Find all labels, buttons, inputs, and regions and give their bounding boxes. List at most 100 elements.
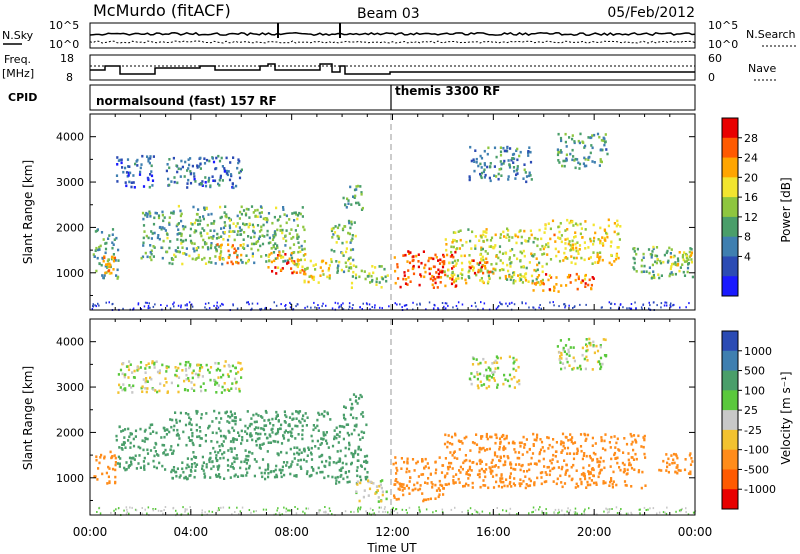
nsearch-tick-low: 10^0: [708, 38, 738, 51]
ground-scatter-cell: [164, 506, 167, 508]
data-cell: [96, 256, 99, 260]
data-cell: [487, 146, 490, 150]
ground-scatter-cell: [324, 511, 327, 514]
data-cell: [148, 426, 151, 430]
data-cell: [610, 253, 613, 257]
ground-scatter-cell: [568, 304, 570, 307]
data-cell: [237, 431, 240, 434]
data-cell: [333, 435, 336, 439]
ground-scatter-cell: [688, 302, 690, 305]
data-cell: [560, 234, 563, 237]
data-cell: [570, 261, 573, 264]
data-cell: [357, 433, 360, 437]
data-cell: [236, 254, 239, 257]
data-cell: [545, 243, 548, 246]
data-cell: [498, 459, 501, 462]
data-cell: [508, 258, 511, 261]
data-cell: [561, 432, 565, 436]
data-cell: [498, 445, 501, 449]
data-cell: [260, 225, 263, 229]
ground-scatter-cell: [149, 306, 151, 309]
data-cell: [124, 468, 127, 472]
ground-scatter-cell: [581, 512, 583, 515]
ground-scatter-cell: [553, 304, 555, 307]
data-cell: [299, 250, 302, 253]
data-cell: [276, 256, 279, 260]
data-cell: [127, 376, 130, 379]
data-cell: [460, 254, 463, 258]
data-cell: [162, 444, 166, 447]
ground-scatter-cell: [532, 306, 534, 309]
data-cell: [495, 175, 498, 178]
data-cell: [592, 468, 595, 472]
data-cell: [192, 247, 195, 250]
data-cell: [216, 440, 219, 444]
ground-scatter-cell: [538, 306, 540, 309]
data-cell: [236, 166, 239, 170]
data-cell: [504, 274, 507, 278]
data-cell: [181, 467, 184, 471]
data-cell: [219, 252, 222, 256]
ground-scatter-cell: [216, 304, 218, 307]
data-cell: [524, 279, 528, 282]
data-cell: [265, 260, 268, 263]
data-cell: [187, 158, 190, 161]
data-cell: [484, 267, 487, 270]
data-cell: [575, 482, 578, 486]
ground-scatter-cell: [609, 307, 612, 310]
data-cell: [347, 219, 351, 223]
data-cell: [579, 222, 582, 226]
data-cell: [231, 414, 234, 417]
ground-scatter-cell: [152, 508, 154, 510]
data-cell: [581, 140, 584, 144]
ground-scatter-cell: [306, 305, 309, 308]
data-cell: [292, 261, 295, 265]
data-cell: [575, 469, 578, 472]
data-cell: [100, 263, 103, 267]
data-cell: [491, 465, 494, 469]
data-cell: [486, 270, 489, 274]
data-cell: [186, 182, 189, 185]
ground-scatter-cell: [201, 511, 203, 514]
data-cell: [393, 496, 396, 499]
data-cell: [199, 363, 203, 367]
data-cell: [130, 181, 133, 184]
data-cell: [144, 213, 147, 217]
data-cell: [353, 424, 356, 428]
ground-scatter-cell: [457, 301, 460, 304]
data-cell: [257, 414, 260, 417]
data-cell: [650, 253, 654, 257]
data-cell: [560, 351, 563, 355]
data-cell: [524, 272, 527, 276]
data-cell: [536, 244, 539, 248]
data-cell: [602, 338, 605, 341]
data-cell: [314, 268, 317, 271]
data-cell: [204, 184, 208, 188]
data-cell: [170, 425, 173, 429]
data-cell: [259, 215, 262, 218]
data-cell: [593, 236, 596, 240]
ground-scatter-cell: [144, 508, 146, 511]
data-cell: [175, 474, 178, 478]
data-cell: [304, 267, 307, 271]
data-cell: [301, 437, 304, 441]
data-cell: [357, 201, 360, 205]
data-cell: [230, 174, 233, 178]
data-cell: [312, 264, 315, 267]
data-cell: [190, 222, 193, 225]
data-cell: [432, 265, 435, 268]
data-cell: [447, 467, 450, 471]
ground-scatter-cell: [557, 512, 559, 515]
data-cell: [434, 253, 437, 257]
data-cell: [565, 159, 568, 162]
data-cell: [229, 369, 232, 373]
data-cell: [290, 267, 293, 270]
data-cell: [219, 476, 222, 479]
data-cell: [108, 467, 111, 470]
data-cell: [538, 459, 541, 463]
data-cell: [474, 247, 477, 250]
data-cell: [488, 447, 491, 451]
data-cell: [319, 266, 322, 269]
data-cell: [556, 153, 560, 157]
data-cell: [346, 480, 349, 484]
